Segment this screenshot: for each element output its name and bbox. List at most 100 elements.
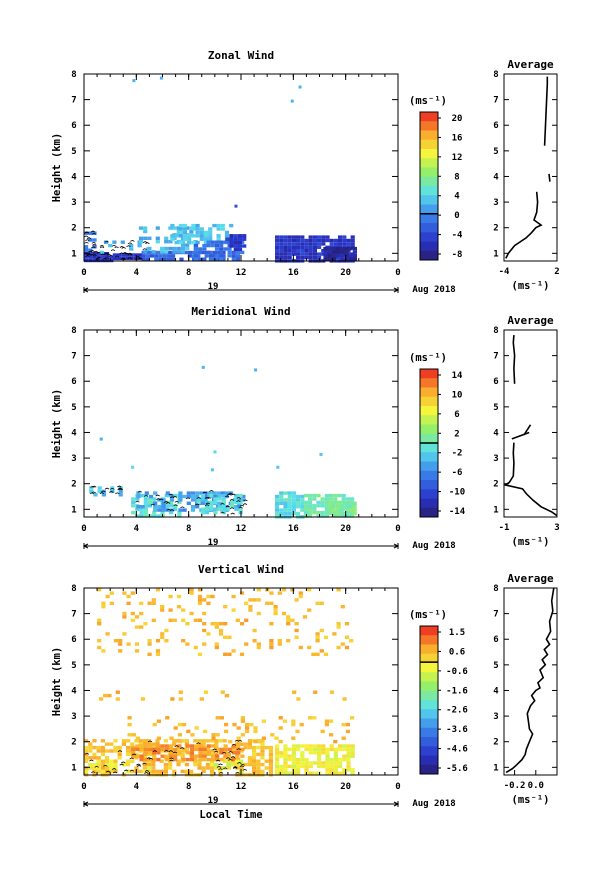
heat-cell xyxy=(300,505,305,509)
contour-mark xyxy=(230,512,235,515)
y-tick-label: 1 xyxy=(71,763,76,773)
heat-cell xyxy=(296,764,301,769)
heat-cell xyxy=(298,594,303,599)
heat-cell xyxy=(178,230,183,235)
heat-cell xyxy=(147,497,153,501)
contour-mark xyxy=(209,489,214,492)
colorbar-tick-label: 12 xyxy=(452,153,463,163)
heat-cell xyxy=(313,690,318,694)
heat-cell xyxy=(166,250,171,255)
meridional-plot-frame xyxy=(83,329,399,518)
heat-cell xyxy=(269,622,274,626)
heat-cell xyxy=(210,243,215,248)
zonal-heatmap-cells xyxy=(84,76,357,263)
heat-cell xyxy=(325,235,330,239)
heat-cell xyxy=(100,766,105,770)
avg-y-tick-label: 8 xyxy=(493,70,498,80)
heat-cell xyxy=(130,611,135,616)
heat-cell xyxy=(191,234,196,238)
heat-cell xyxy=(308,764,313,769)
heat-cell xyxy=(214,739,219,743)
heat-cell xyxy=(231,594,236,599)
heat-cell xyxy=(346,768,351,772)
heat-cell xyxy=(325,751,330,755)
heat-cell xyxy=(195,223,200,228)
x-tick-label: 12 xyxy=(236,782,247,792)
heat-cell xyxy=(218,628,224,633)
heat-cell xyxy=(345,497,350,501)
heat-cell xyxy=(312,747,317,752)
heat-cell xyxy=(344,511,349,516)
heat-cell xyxy=(210,769,215,774)
meridional-average-x-label: (ms⁻¹) xyxy=(512,536,550,548)
heat-cell xyxy=(300,255,305,260)
heat-cell xyxy=(237,244,243,248)
heat-cell xyxy=(126,752,131,757)
colorbar-tick-label: -3.6 xyxy=(446,725,468,735)
heat-cell xyxy=(178,234,183,238)
heat-cell xyxy=(207,491,212,495)
heat-cell xyxy=(196,497,201,501)
heat-cell xyxy=(338,764,343,769)
heat-cell xyxy=(296,511,301,516)
heat-cell xyxy=(112,240,117,244)
heat-cell xyxy=(300,757,305,762)
colorbar-tick-label: -8 xyxy=(452,250,463,260)
heat-cell xyxy=(269,642,274,646)
heat-cell xyxy=(105,766,110,770)
colorbar-band xyxy=(420,626,438,636)
zonal-y-axis-label: Height (km) xyxy=(51,133,63,203)
heat-cell xyxy=(164,757,169,762)
heat-cell xyxy=(337,493,342,498)
heat-cell xyxy=(300,754,305,758)
heat-cell xyxy=(163,739,168,743)
heat-cell xyxy=(189,744,195,748)
heat-cell xyxy=(339,505,345,509)
colorbar-band xyxy=(420,443,438,453)
heat-cell xyxy=(198,751,203,755)
heat-cell xyxy=(242,237,247,241)
heat-cell xyxy=(176,759,181,763)
heat-cell xyxy=(208,234,213,238)
heat-cell xyxy=(341,493,346,498)
x-tick-label: 12 xyxy=(236,268,247,278)
heat-cell xyxy=(219,247,224,251)
heat-cell xyxy=(286,618,291,622)
heat-cell xyxy=(281,588,287,592)
heat-cell xyxy=(84,756,89,760)
heat-cell xyxy=(100,745,105,750)
heat-cell xyxy=(173,751,178,755)
heat-cell xyxy=(84,231,89,235)
heat-cell xyxy=(180,756,185,760)
heat-cell xyxy=(139,747,144,752)
heat-cell xyxy=(168,747,174,752)
heat-cell xyxy=(203,498,208,502)
heat-cell xyxy=(299,722,304,727)
heat-cell xyxy=(193,759,198,763)
y-tick-label: 3 xyxy=(71,198,76,208)
date-bar-month-label: Aug 2018 xyxy=(412,285,455,295)
heat-cell xyxy=(249,722,254,727)
avg-y-tick-label: 1 xyxy=(493,763,498,773)
date-bar-month-label: Aug 2018 xyxy=(412,541,455,551)
heat-cell xyxy=(210,622,215,626)
heat-cell xyxy=(316,500,321,505)
heat-cell xyxy=(226,752,231,757)
heat-cell xyxy=(202,257,207,261)
heat-cell xyxy=(283,751,288,755)
zonal-colorbar-unit: (ms⁻¹) xyxy=(409,95,447,107)
heat-cell xyxy=(304,238,309,243)
heat-cell xyxy=(138,742,143,746)
heat-cell xyxy=(317,245,322,249)
heat-cell xyxy=(196,254,201,258)
heat-cell xyxy=(342,697,347,701)
contour-mark xyxy=(92,243,97,246)
heat-cell xyxy=(198,757,203,762)
heat-cell xyxy=(348,257,353,261)
heat-cell xyxy=(216,501,221,505)
heat-cell xyxy=(92,245,97,249)
heat-cell xyxy=(180,752,185,757)
heat-cell xyxy=(240,240,245,244)
heat-cell xyxy=(244,618,249,622)
colorbar-band xyxy=(420,176,438,187)
